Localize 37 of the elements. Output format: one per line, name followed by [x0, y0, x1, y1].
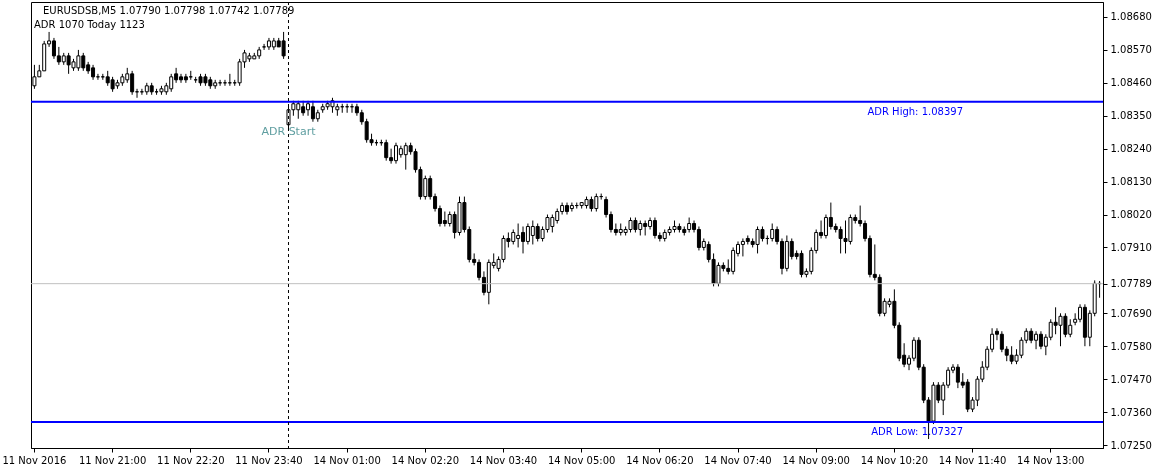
x-tick-label: 14 Nov 09:00 [782, 454, 850, 466]
x-tick-label: 14 Nov 06:20 [626, 454, 694, 466]
y-tick-label: 1.07789 [1110, 278, 1152, 290]
y-tick-label: 1.08130 [1110, 176, 1152, 188]
y-tick-label: 1.07580 [1110, 340, 1152, 352]
ref-line-label: ADR High: 1.08397 [867, 105, 963, 117]
candlestick [183, 73, 188, 84]
x-tick-label: 11 Nov 21:00 [78, 454, 147, 466]
y-tick-label: 1.07250 [1110, 439, 1152, 451]
candlestick [384, 139, 389, 162]
candlestick [262, 43, 267, 51]
x-tick-label: 11 Nov 22:20 [157, 454, 225, 466]
y-tick-label: 1.08350 [1110, 110, 1152, 122]
y-tick-label: 1.08240 [1110, 143, 1152, 155]
x-tick-label: 11 Nov 2016 [2, 454, 67, 466]
y-tick-label: 1.08460 [1110, 77, 1152, 89]
x-tick-label: 14 Nov 13:00 [1017, 454, 1085, 466]
y-tick-label: 1.07470 [1110, 373, 1152, 385]
text: ADR 1070 Today 1123 [34, 19, 145, 30]
y-tick-label: 1.07910 [1110, 241, 1152, 253]
candlestick [569, 202, 574, 213]
x-tick-label: 14 Nov 02:20 [391, 454, 460, 466]
x-tick-label: 14 Nov 05:00 [547, 454, 616, 466]
y-tick-label: 1.08020 [1110, 209, 1152, 221]
x-tick-label: 14 Nov 03:40 [469, 454, 538, 466]
y-tick-label: 1.08570 [1110, 44, 1152, 56]
x-tick-label: 14 Nov 01:00 [313, 454, 381, 466]
chart-title: EURUSDSB,M5 1.07790 1.07798 1.07742 1.07789 [43, 5, 295, 16]
x-tick-label: 14 Nov 07:40 [704, 454, 772, 466]
y-tick-label: 1.07360 [1110, 406, 1152, 418]
annotation: ADR Start [261, 125, 317, 138]
candlestick [281, 31, 286, 60]
y-tick-label: 1.07690 [1110, 307, 1152, 319]
y-tick-label: 1.08680 [1110, 11, 1152, 23]
x-tick-label: 14 Nov 10:20 [860, 454, 929, 466]
x-tick-label: 14 Nov 11:40 [938, 454, 1007, 466]
x-tick-label: 11 Nov 23:40 [235, 454, 303, 466]
